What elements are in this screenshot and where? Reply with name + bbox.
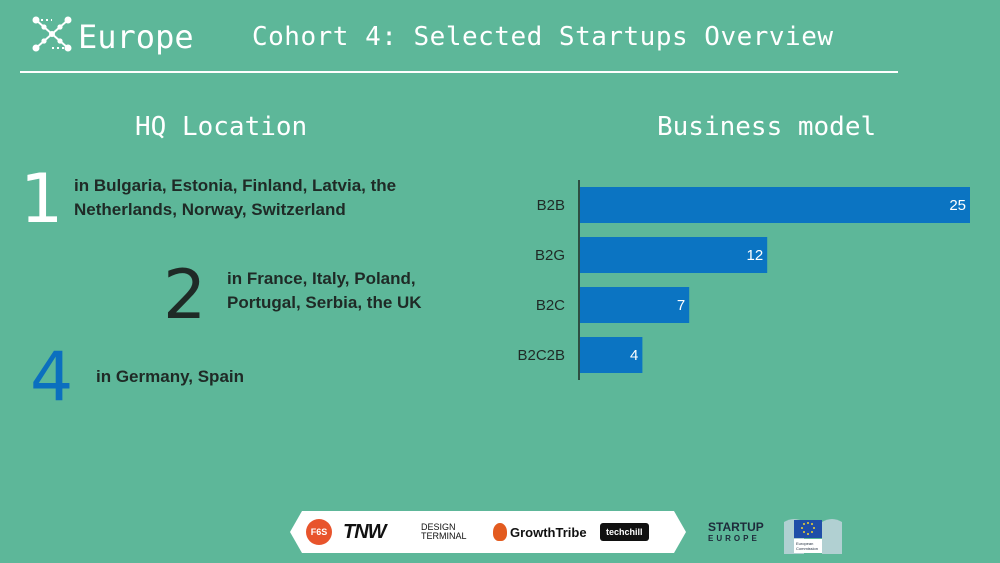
business-model-chart: B2B 25 B2G 12 B2C 7 B2C2B 4: [517, 180, 970, 380]
hq-text-2: in France, Italy, Poland, Portugal, Serb…: [227, 267, 422, 315]
bar-b2b: [580, 187, 970, 223]
hq-count-2: 2: [163, 256, 207, 335]
category-label-b2b: B2B: [537, 197, 565, 214]
value-label-b2b: 25: [949, 197, 966, 214]
techchill-logo-text: techchill: [600, 523, 649, 541]
category-label-b2g: B2G: [535, 247, 565, 264]
startup-europe-line1: STARTUP: [708, 520, 764, 534]
design-terminal-logo: DESIGN TERMINAL: [421, 511, 485, 553]
europe-logo: Europe: [30, 12, 194, 56]
eu-text-line1: European: [796, 541, 813, 546]
partners-row: F6S TNW DESIGN TERMINAL GrowthTribe tech…: [290, 511, 686, 553]
hq-text-2-line1: in France, Italy, Poland,: [227, 269, 416, 288]
business-model-title: Business model: [657, 112, 877, 142]
design-terminal-logo-text: DESIGN TERMINAL: [421, 522, 467, 541]
network-x-icon: [32, 16, 72, 52]
category-label-b2c2b: B2C2B: [517, 347, 565, 364]
hq-count-4: 4: [30, 338, 74, 417]
bar-b2c: [580, 287, 690, 323]
startup-europe-line2: EUROPE: [708, 534, 760, 543]
tnw-logo: TNW: [343, 511, 387, 553]
title-divider: [20, 71, 898, 73]
hq-count-1: 1: [20, 160, 64, 239]
european-commission-logo: European Commission: [784, 519, 842, 554]
growthtribe-logo: GrowthTribe: [493, 511, 587, 553]
value-label-b2c2b: 4: [630, 347, 638, 364]
value-label-b2g: 12: [747, 247, 764, 264]
eu-text-line2: Commission: [796, 546, 818, 551]
category-label-b2c: B2C: [536, 297, 565, 314]
f6s-logo-text: F6S: [306, 519, 332, 545]
startup-europe-logo: STARTUP EUROPE: [708, 520, 764, 544]
tnw-logo-text: TNW: [343, 520, 387, 543]
hq-text-4-line1: in Germany, Spain: [96, 367, 245, 386]
partners-banner: [290, 511, 686, 553]
hq-text-1: in Bulgaria, Estonia, Finland, Latvia, t…: [74, 174, 396, 222]
brand-word: Europe: [78, 18, 194, 56]
techchill-logo: techchill: [600, 511, 649, 553]
bar-b2g: [580, 237, 768, 273]
hq-text-2-line2: Portugal, Serbia, the UK: [227, 293, 422, 312]
slide-title: Cohort 4: Selected Startups Overview: [252, 22, 834, 52]
hq-text-4: in Germany, Spain: [96, 365, 244, 389]
growthtribe-logo-text: GrowthTribe: [510, 524, 587, 540]
hq-location-title: HQ Location: [135, 112, 308, 142]
growthtribe-mark-icon: [493, 523, 507, 541]
hq-text-1-line2: Netherlands, Norway, Switzerland: [74, 200, 346, 219]
bar-b2c2b: [580, 337, 643, 373]
hq-text-1-line1: in Bulgaria, Estonia, Finland, Latvia, t…: [74, 176, 397, 195]
f6s-logo: F6S: [306, 511, 332, 553]
value-label-b2c: 7: [677, 297, 685, 314]
